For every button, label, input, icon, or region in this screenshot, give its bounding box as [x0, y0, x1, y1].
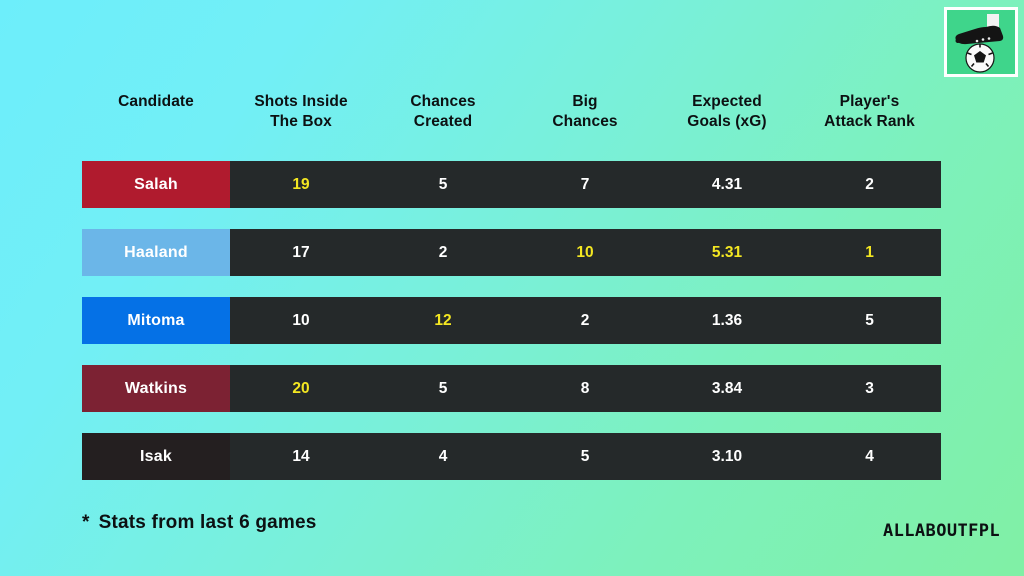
- cell-shots-inside-the-box: 10: [292, 311, 310, 329]
- column-header-shots-inside-the-box: Shots Inside The Box: [254, 93, 348, 131]
- table-row: Watkins 20 5 8 3.84 3: [82, 365, 941, 412]
- cell-shots-inside-the-box: 14: [292, 447, 310, 465]
- cell-chances-created: 5: [438, 379, 448, 397]
- table-body: Salah 19 5 7 4.31 2 Haaland 17 2 10 5.31 1 Mitoma 10 1…: [82, 161, 941, 501]
- row-stats: 10 12 2 1.36 5: [230, 297, 941, 344]
- cell-chances-created: 2: [438, 243, 448, 261]
- table-header: Candidate Shots Inside The Box Chances C…: [82, 92, 941, 148]
- row-stats: 14 4 5 3.10 4: [230, 433, 941, 480]
- cell-chances-created: 5: [438, 175, 448, 193]
- column-header-attack-rank: Player's Attack Rank: [824, 93, 915, 131]
- cell-shots-inside-the-box: 20: [292, 379, 310, 397]
- table-row: Salah 19 5 7 4.31 2: [82, 161, 941, 208]
- cell-attack-rank: 5: [865, 311, 874, 329]
- cell-expected-goals: 5.31: [711, 243, 743, 261]
- player-name-cell: Mitoma: [82, 297, 230, 344]
- cell-shots-inside-the-box: 19: [292, 175, 310, 193]
- table-row: Mitoma 10 12 2 1.36 5: [82, 297, 941, 344]
- cell-chances-created: 4: [438, 447, 448, 465]
- cell-shots-inside-the-box: 17: [292, 243, 310, 261]
- footnote-marker: *: [82, 512, 90, 533]
- table-row: Haaland 17 2 10 5.31 1: [82, 229, 941, 276]
- cell-attack-rank: 4: [865, 447, 874, 465]
- cell-attack-rank: 3: [865, 379, 874, 397]
- cell-big-chances: 8: [580, 379, 590, 397]
- cell-expected-goals: 4.31: [711, 175, 743, 193]
- column-header-chances-created: Chances Created: [410, 93, 476, 131]
- player-name-cell: Haaland: [82, 229, 230, 276]
- row-stats: 17 2 10 5.31 1: [230, 229, 941, 276]
- column-header-big-chances: Big Chances: [552, 93, 618, 131]
- cell-expected-goals: 3.10: [711, 447, 743, 465]
- table-row: Isak 14 4 5 3.10 4: [82, 433, 941, 480]
- row-stats: 20 5 8 3.84 3: [230, 365, 941, 412]
- column-header-expected-goals: Expected Goals (xG): [687, 93, 767, 131]
- brand-logo: [944, 7, 1018, 77]
- column-header-candidate: Candidate: [118, 93, 194, 110]
- cell-chances-created: 12: [434, 311, 452, 329]
- cell-big-chances: 5: [580, 447, 590, 465]
- cell-attack-rank: 2: [865, 175, 874, 193]
- logo-inner: [947, 10, 1015, 74]
- cell-big-chances: 10: [576, 243, 594, 261]
- cell-big-chances: 7: [580, 175, 590, 193]
- player-name-cell: Salah: [82, 161, 230, 208]
- footnote: * Stats from last 6 games: [82, 512, 317, 534]
- row-stats: 19 5 7 4.31 2: [230, 161, 941, 208]
- cell-expected-goals: 1.36: [711, 311, 743, 329]
- player-name-cell: Watkins: [82, 365, 230, 412]
- brand-wordmark: ALLABOUTFPL: [883, 521, 1000, 541]
- cell-expected-goals: 3.84: [711, 379, 743, 397]
- cell-attack-rank: 1: [865, 243, 874, 261]
- footnote-text: Stats from last 6 games: [98, 512, 317, 533]
- football-boot-and-ball-icon: [947, 10, 1015, 74]
- player-name-cell: Isak: [82, 433, 230, 480]
- cell-big-chances: 2: [580, 311, 590, 329]
